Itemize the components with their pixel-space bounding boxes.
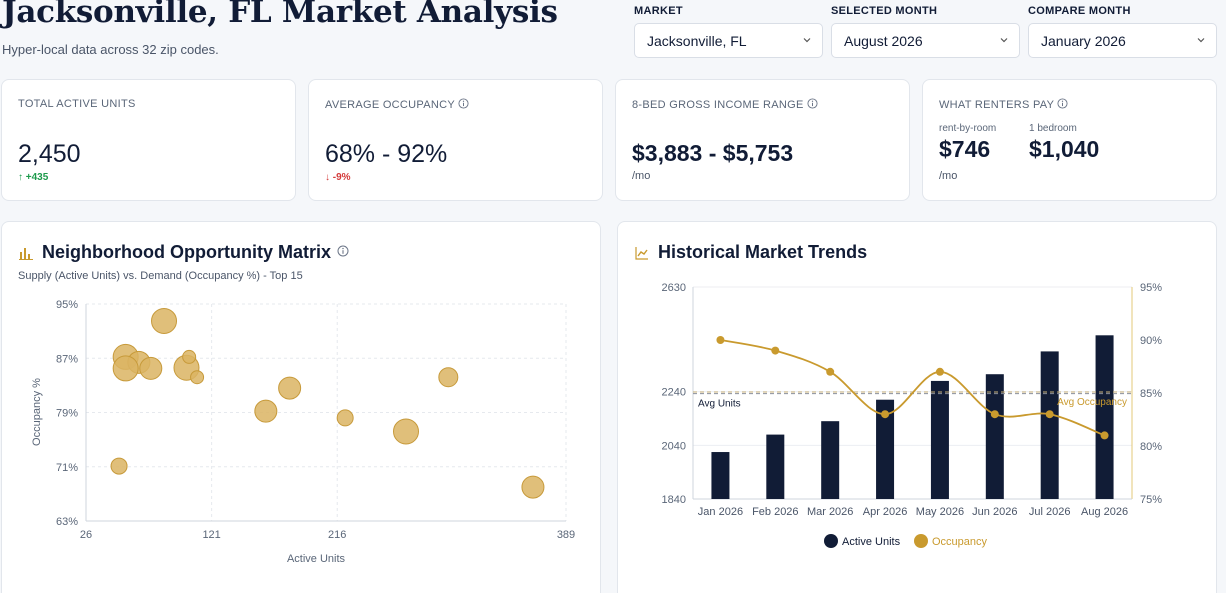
kpi-delta: ↓ -9% (325, 172, 351, 183)
info-icon[interactable] (1057, 98, 1068, 109)
kpi-total-active-units: TOTAL ACTIVE UNITS 2,450 ↑ +435 (1, 79, 296, 201)
kpi-label: TOTAL ACTIVE UNITS (18, 98, 136, 110)
info-icon[interactable] (337, 245, 349, 257)
kpi-unit: /mo (632, 170, 651, 182)
kpi-label: 8-BED GROSS INCOME RANGE (632, 98, 818, 111)
kpi-label-text: WHAT RENTERS PAY (939, 99, 1055, 111)
kpi-label: AVERAGE OCCUPANCY (325, 98, 469, 111)
kpi-label-text: 8-BED GROSS INCOME RANGE (632, 99, 804, 111)
one-bedroom-label: 1 bedroom (1029, 123, 1077, 134)
kpi-delta-value: +435 (25, 172, 49, 183)
compare-month-select[interactable]: January 2026 (1028, 23, 1217, 58)
selected-month-value: August 2026 (844, 33, 923, 49)
arrow-up-icon: ↑ (18, 172, 23, 183)
kpi-label: WHAT RENTERS PAY (939, 98, 1068, 111)
info-icon[interactable] (807, 98, 818, 109)
kpi-delta-value: -9% (332, 172, 351, 183)
selected-month-label: SELECTED MONTH (831, 5, 938, 17)
page-subtitle: Hyper-local data across 32 zip codes. (2, 42, 219, 57)
chevron-down-icon (803, 38, 811, 43)
kpi-value: 2,450 (18, 140, 81, 168)
matrix-subtitle: Supply (Active Units) vs. Demand (Occupa… (18, 270, 303, 282)
kpi-value: 68% - 92% (325, 140, 448, 168)
kpi-gross-income-range: 8-BED GROSS INCOME RANGE $3,883 - $5,753… (615, 79, 910, 201)
arrow-down-icon: ↓ (325, 172, 330, 183)
market-select-value: Jacksonville, FL (647, 33, 747, 49)
kpi-label-text: AVERAGE OCCUPANCY (325, 99, 455, 111)
kpi-delta: ↑ +435 (18, 172, 48, 183)
matrix-title-text: Neighborhood Opportunity Matrix (42, 242, 331, 262)
page-title: Jacksonville, FL Market Analysis (2, 0, 558, 30)
trends-title: Historical Market Trends (658, 242, 868, 262)
kpi-average-occupancy: AVERAGE OCCUPANCY 68% - 92% ↓ -9% (308, 79, 603, 201)
opportunity-matrix-panel: Neighborhood Opportunity Matrix Supply (… (1, 221, 601, 593)
kpi-what-renters-pay: WHAT RENTERS PAY rent-by-room $746 1 bed… (922, 79, 1217, 201)
kpi-value: $3,883 - $5,753 (632, 140, 794, 166)
compare-month-label: COMPARE MONTH (1028, 5, 1131, 17)
chevron-down-icon (1000, 38, 1008, 43)
chevron-down-icon (1197, 38, 1205, 43)
selected-month-select[interactable]: August 2026 (831, 23, 1020, 58)
compare-month-value: January 2026 (1041, 33, 1126, 49)
market-select[interactable]: Jacksonville, FL (634, 23, 823, 58)
matrix-title: Neighborhood Opportunity Matrix (42, 242, 349, 263)
info-icon[interactable] (458, 98, 469, 109)
market-trends-panel: Historical Market Trends (617, 221, 1217, 593)
market-label: MARKET (634, 5, 683, 17)
one-bedroom-value: $1,040 (1029, 136, 1100, 162)
rent-by-room-value: $746 (939, 136, 991, 162)
rent-by-room-label: rent-by-room (939, 123, 997, 134)
kpi-unit: /mo (939, 170, 958, 182)
line-chart-icon (635, 247, 648, 260)
bar-chart-icon (19, 248, 33, 260)
